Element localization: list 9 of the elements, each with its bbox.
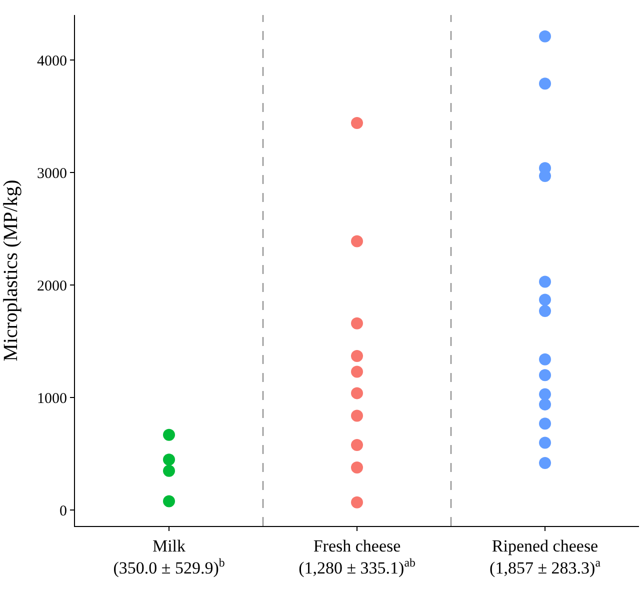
- x-tick-label: Ripened cheese (1,857 ± 283.3)$^{a}$: [490, 536, 602, 578]
- y-tick-label: 0: [60, 503, 67, 520]
- x-tick-label: Fresh cheese (1,280 ± 335.1)$^{ab}$: [298, 536, 416, 578]
- x-tick-label: Milk (350.0 ± 529.9)$^{b}$: [113, 536, 225, 578]
- y-tick-label: 3000: [37, 166, 67, 182]
- y-axis-title: Microplastics (MP/kg): [0, 180, 22, 362]
- y-tick-label: 4000: [37, 53, 67, 70]
- y-tick-label: 2000: [37, 278, 67, 294]
- y-tick-label: 1000: [37, 390, 67, 407]
